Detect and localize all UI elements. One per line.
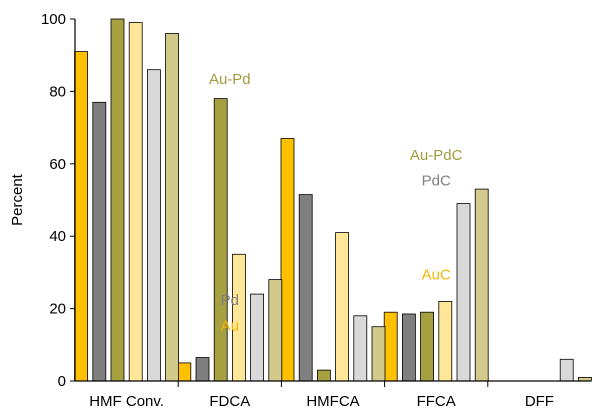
y-tick-label: 60 bbox=[49, 156, 66, 173]
series-annotation: Au-Pd bbox=[209, 71, 251, 88]
bar bbox=[146, 69, 161, 382]
bar bbox=[316, 369, 331, 382]
bar bbox=[298, 194, 313, 382]
axes bbox=[74, 19, 591, 387]
bar bbox=[74, 51, 88, 382]
y-tick-label: 20 bbox=[49, 301, 66, 318]
bars bbox=[74, 18, 592, 382]
category-labels: HMF Conv. FDCA HMFCA FFCA DFF bbox=[89, 393, 554, 410]
bar bbox=[128, 22, 143, 382]
bar bbox=[177, 362, 192, 382]
y-axis-ticks: 0 20 40 60 80 100 bbox=[41, 11, 75, 390]
x-tick-label: FFCA bbox=[417, 393, 456, 410]
x-tick-label: DFF bbox=[525, 393, 554, 410]
series-annotation: Pd bbox=[221, 292, 239, 309]
bar bbox=[371, 326, 386, 382]
bar bbox=[474, 188, 489, 382]
bar bbox=[401, 313, 416, 382]
bar bbox=[456, 203, 471, 382]
series-annotation: AuC bbox=[422, 267, 451, 284]
bar bbox=[335, 232, 350, 382]
bar bbox=[213, 98, 228, 382]
y-tick-label: 0 bbox=[58, 373, 66, 390]
y-tick-label: 80 bbox=[49, 83, 66, 100]
annotations: Au-Pd Pd Au Au-PdC PdC AuC bbox=[209, 71, 463, 334]
series-annotation: PdC bbox=[422, 173, 451, 190]
bar bbox=[438, 300, 453, 382]
x-tick-label: HMFCA bbox=[306, 393, 359, 410]
bar bbox=[353, 315, 368, 382]
bar bbox=[559, 358, 574, 382]
series-annotation: Au bbox=[221, 317, 239, 334]
bar bbox=[165, 33, 180, 382]
series-annotation: Au-PdC bbox=[410, 147, 463, 164]
bar bbox=[280, 138, 295, 382]
bar bbox=[195, 357, 210, 382]
bar bbox=[250, 293, 265, 382]
y-tick-label: 40 bbox=[49, 228, 66, 245]
y-tick-label: 100 bbox=[41, 11, 66, 28]
bar bbox=[268, 279, 283, 382]
bar bbox=[92, 101, 107, 382]
bar bbox=[420, 311, 435, 382]
y-axis-label: Percent bbox=[9, 173, 26, 226]
bar bbox=[383, 311, 398, 382]
x-tick-label: FDCA bbox=[209, 393, 250, 410]
x-tick-label: HMF Conv. bbox=[89, 393, 164, 410]
bar bbox=[110, 18, 125, 382]
